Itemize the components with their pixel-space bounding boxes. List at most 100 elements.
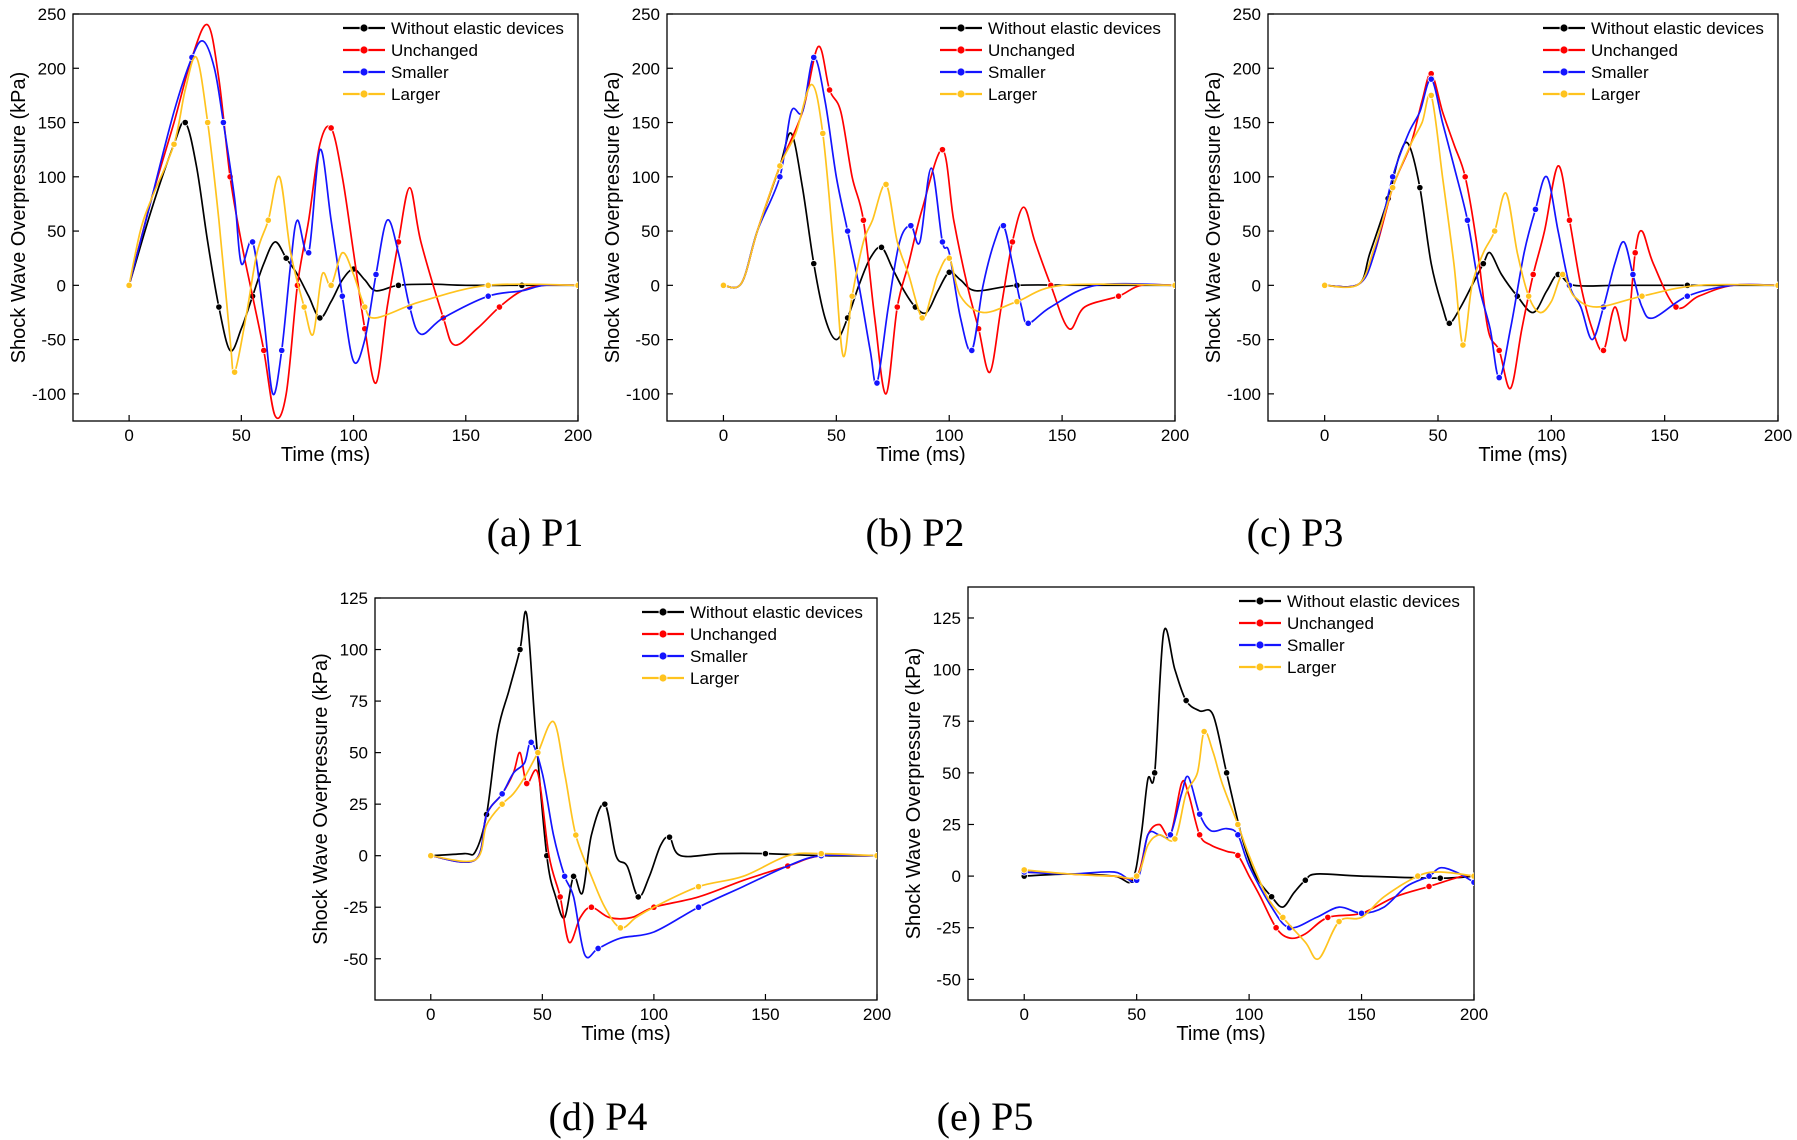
- x-tick-label: 100: [339, 426, 367, 445]
- data-point: [907, 222, 915, 230]
- legend-label-unchanged: Unchanged: [1287, 614, 1374, 633]
- y-axis-label: Shock Wave Overpressure (kPa): [310, 653, 332, 945]
- y-tick-label: 125: [933, 609, 961, 628]
- y-tick-label: 250: [1233, 5, 1261, 24]
- data-point: [1171, 835, 1179, 843]
- data-point: [1389, 184, 1397, 192]
- series-line-unchanged: [723, 45, 1175, 395]
- y-tick-label: -50: [1236, 331, 1261, 350]
- data-point: [776, 162, 784, 170]
- data-point: [1024, 319, 1032, 327]
- data-point: [1565, 216, 1574, 224]
- data-point: [305, 249, 313, 257]
- series-line-larger: [723, 83, 1175, 358]
- data-point: [1133, 872, 1141, 880]
- y-tick-label: 50: [47, 222, 66, 241]
- data-point: [1200, 727, 1208, 736]
- data-point: [264, 216, 272, 224]
- data-point: [231, 368, 239, 376]
- y-tick-label: 0: [1252, 276, 1261, 295]
- data-point: [1427, 91, 1435, 100]
- data-point: [1234, 820, 1242, 829]
- y-tick-label: -50: [635, 331, 660, 350]
- x-tick-label: 200: [1460, 1005, 1488, 1024]
- x-tick-label: 50: [1429, 426, 1448, 445]
- legend-label-larger: Larger: [1591, 85, 1640, 104]
- y-tick-label: 100: [933, 661, 961, 680]
- data-point: [1335, 917, 1343, 926]
- chart-panel-p4: 0 50 100 150 200 -50 -25 0 25 50 75 100 125 Time (ms)…: [310, 589, 891, 1045]
- series-line-without-elastic-devices: [128, 120, 578, 352]
- legend-label-without-elastic-devices: Without elastic devices: [1591, 19, 1764, 38]
- series-smaller: [125, 39, 578, 396]
- y-axis-label: Shock Wave Overpressure (kPa): [602, 72, 624, 364]
- y-tick-label: 100: [38, 168, 66, 187]
- x-axis-label: Time (ms): [876, 444, 965, 466]
- series-larger: [1020, 727, 1474, 961]
- x-tick-label: 50: [1127, 1005, 1146, 1024]
- data-point: [1268, 893, 1276, 901]
- x-tick-label: 0: [124, 426, 133, 445]
- legend-marker-unchanged: [956, 45, 966, 55]
- y-tick-label: 100: [340, 641, 368, 660]
- data-point: [498, 800, 506, 808]
- legend-marker-without-elastic-devices: [1559, 23, 1569, 33]
- series-larger: [427, 720, 877, 932]
- data-point: [893, 303, 901, 311]
- y-tick-label: 100: [1233, 168, 1261, 187]
- series-unchanged: [427, 751, 877, 944]
- data-point: [427, 852, 435, 860]
- x-axis-label: Time (ms): [281, 444, 370, 466]
- data-point: [260, 346, 268, 355]
- y-tick-label: 200: [1233, 59, 1261, 78]
- data-point: [1529, 270, 1537, 279]
- y-tick-label: 125: [340, 589, 368, 608]
- data-point: [572, 831, 580, 839]
- data-point: [1445, 319, 1453, 327]
- data-point: [327, 124, 335, 132]
- data-point: [1020, 866, 1028, 874]
- data-point: [1629, 270, 1637, 279]
- x-tick-label: 0: [1320, 426, 1329, 445]
- series-line-smaller: [723, 56, 1175, 386]
- y-tick-label: -25: [343, 898, 368, 917]
- data-point: [634, 893, 642, 901]
- data-point: [1631, 249, 1639, 257]
- data-point: [518, 281, 526, 289]
- data-point: [694, 883, 703, 891]
- data-point: [1491, 227, 1499, 235]
- x-tick-label: 200: [863, 1005, 891, 1024]
- data-point: [1223, 769, 1231, 777]
- data-point: [1774, 281, 1778, 289]
- data-point: [817, 850, 825, 858]
- y-tick-label: 0: [952, 867, 961, 886]
- y-tick-label: 50: [641, 222, 660, 241]
- data-point: [1470, 872, 1474, 880]
- legend-marker-unchanged: [658, 629, 668, 639]
- data-point: [1234, 851, 1242, 860]
- series-without-elastic-devices: [719, 132, 1175, 341]
- legend-label-larger: Larger: [391, 85, 440, 104]
- x-axis-label: Time (ms): [1478, 444, 1567, 466]
- data-point: [300, 303, 308, 311]
- data-point: [1416, 184, 1424, 192]
- data-point: [873, 379, 881, 387]
- caption-p1: (a) P1: [487, 510, 584, 555]
- data-point: [761, 850, 770, 858]
- data-point: [1425, 882, 1433, 891]
- series-unchanged: [719, 45, 1175, 395]
- y-tick-label: 0: [359, 847, 368, 866]
- data-point: [776, 173, 784, 181]
- data-point: [1683, 292, 1691, 300]
- x-tick-label: 100: [640, 1005, 668, 1024]
- data-point: [882, 180, 890, 188]
- data-point: [394, 281, 403, 289]
- series-line-smaller: [1324, 78, 1778, 379]
- data-point: [1479, 260, 1487, 268]
- y-tick-label: 75: [942, 712, 961, 731]
- legend-marker-smaller: [956, 67, 966, 77]
- data-point: [327, 281, 335, 289]
- x-tick-label: 0: [1019, 1005, 1028, 1024]
- legend-label-smaller: Smaller: [391, 63, 449, 82]
- series-line-smaller: [430, 741, 877, 959]
